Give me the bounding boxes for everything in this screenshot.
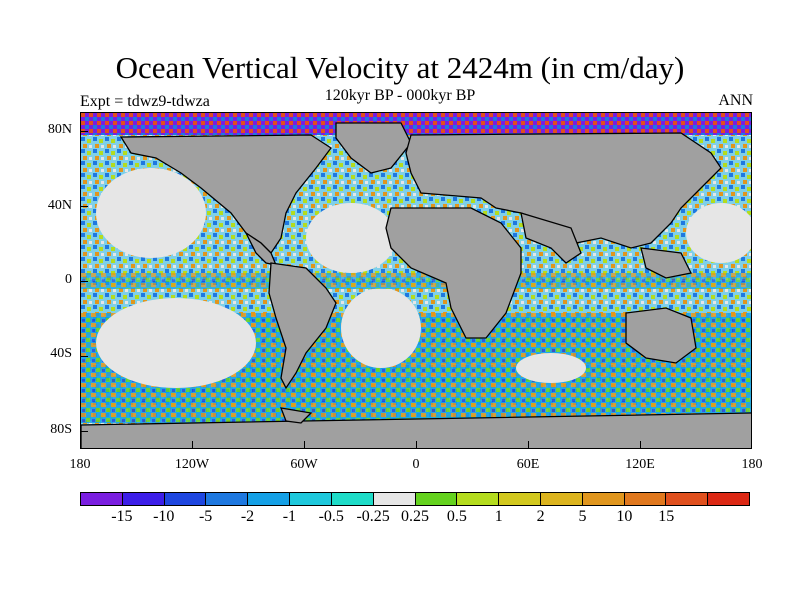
- lat-label-80s: 80S: [50, 422, 72, 437]
- lon-label-0: 0: [412, 457, 420, 472]
- lat-tick: [80, 281, 88, 282]
- colorbar-label: 15: [658, 508, 675, 525]
- colorbar-swatch: [415, 493, 458, 505]
- lat-tick: [80, 131, 88, 132]
- lon-label-180e: 180: [741, 457, 763, 472]
- map-canvas: [81, 113, 751, 448]
- colorbar-swatch: [331, 493, 374, 505]
- colorbar-swatch: [708, 493, 749, 505]
- colorbar-swatch: [457, 493, 500, 505]
- colorbar-swatch: [666, 493, 709, 505]
- lat-label-40s: 40S: [50, 346, 72, 361]
- colorbar-swatch: [499, 493, 541, 505]
- colorbar-label: -0.25: [356, 508, 390, 525]
- experiment-label: Expt = tdwz9-tdwza: [80, 93, 210, 110]
- lon-label-180w: 180: [69, 457, 91, 472]
- colorbar-swatch: [81, 493, 123, 505]
- velocity-map: [80, 112, 752, 449]
- lon-tick: [304, 441, 305, 449]
- lat-label-40n: 40N: [47, 198, 72, 213]
- colorbar-swatch: [206, 493, 249, 505]
- colorbar-label: -15: [111, 508, 133, 525]
- colorbar-swatch: [624, 493, 667, 505]
- period-label: 120kyr BP - 000kyr BP: [324, 87, 476, 104]
- lon-tick: [416, 441, 417, 449]
- colorbar-label: -2: [240, 508, 255, 525]
- colorbar-label: 0.25: [401, 508, 429, 525]
- colorbar-swatch: [248, 493, 291, 505]
- land-masses: [81, 122, 751, 448]
- colorbar-swatch: [582, 493, 625, 505]
- lon-tick: [640, 441, 641, 449]
- colorbar-label: -1: [282, 508, 297, 525]
- colorbar-label: 10: [616, 508, 633, 525]
- lon-label-60w: 60W: [290, 457, 318, 472]
- colorbar-swatch: [164, 493, 207, 505]
- lon-label-60e: 60E: [516, 457, 540, 472]
- colorbar-swatch: [122, 493, 165, 505]
- lon-tick: [192, 441, 193, 449]
- colorbar-label: 5: [578, 508, 587, 525]
- lat-tick: [80, 356, 88, 357]
- lon-tick: [528, 441, 529, 449]
- lon-label-120e: 120E: [625, 457, 655, 472]
- colorbar-swatch: [290, 493, 332, 505]
- lat-label-0: 0: [65, 272, 72, 287]
- colorbar: [80, 492, 750, 506]
- lat-tick: [80, 206, 88, 207]
- colorbar-swatch: [540, 493, 583, 505]
- season-label: ANN: [718, 92, 753, 109]
- colorbar-label: -5: [198, 508, 213, 525]
- colorbar-label: 0.5: [446, 508, 467, 525]
- lat-tick: [80, 431, 88, 432]
- colorbar-label: -10: [153, 508, 175, 525]
- colorbar-swatch: [373, 493, 416, 505]
- colorbar-label: 1: [494, 508, 503, 525]
- map-title: Ocean Vertical Velocity at 2424m (in cm/…: [115, 50, 685, 85]
- colorbar-label: 2: [536, 508, 545, 525]
- lon-label-120w: 120W: [174, 457, 210, 472]
- colorbar-label: -0.5: [318, 508, 344, 525]
- lat-label-80n: 80N: [47, 122, 72, 137]
